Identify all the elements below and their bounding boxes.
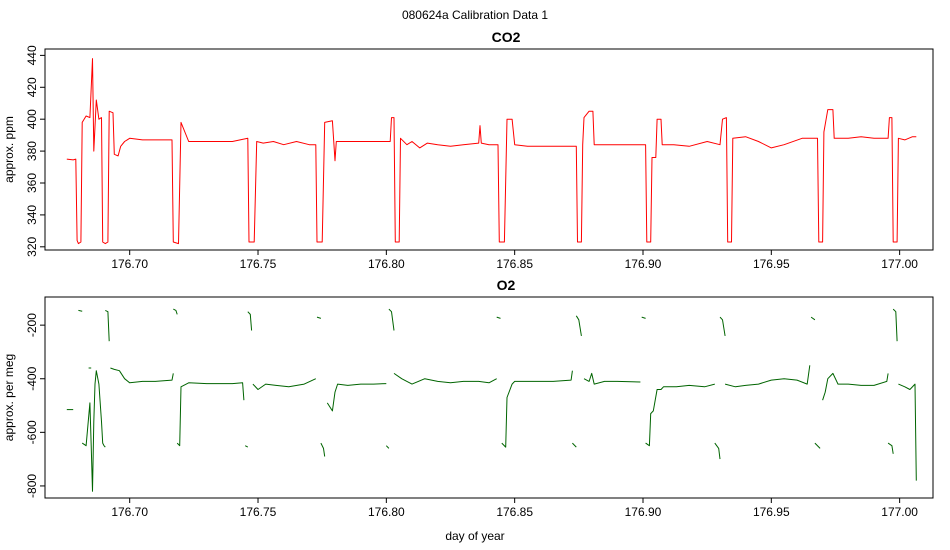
series-line-o2 bbox=[714, 442, 721, 460]
series-line-o2 bbox=[719, 316, 726, 336]
y-tick-label: -800 bbox=[25, 474, 39, 498]
series-line-co2 bbox=[66, 58, 917, 245]
series-line-o2 bbox=[496, 316, 501, 319]
x-tick-label: 177.00 bbox=[881, 505, 918, 519]
y-tick-label: -200 bbox=[25, 313, 39, 337]
series-line-o2 bbox=[385, 445, 390, 449]
series-line-o2 bbox=[814, 442, 821, 449]
series-line-o2 bbox=[81, 370, 106, 492]
x-tick-label: 176.75 bbox=[240, 257, 277, 271]
y-axis-label: approx. per meg bbox=[2, 354, 16, 441]
series-line-o2 bbox=[173, 308, 178, 315]
x-tick-label: 176.90 bbox=[625, 505, 662, 519]
series-line-o2 bbox=[898, 383, 917, 481]
figure-title: 080624a Calibration Data 1 bbox=[402, 8, 548, 22]
x-tick-label: 176.80 bbox=[368, 505, 405, 519]
panel-title: CO2 bbox=[492, 29, 521, 45]
panel-co2: CO2 approx. ppm 320 340 360 380 400 420 440 176.7… bbox=[2, 29, 934, 271]
series-line-o2 bbox=[641, 316, 646, 319]
y-axis-label: approx. ppm bbox=[2, 116, 16, 183]
series-line-o2 bbox=[388, 308, 395, 331]
panel-title: O2 bbox=[497, 277, 516, 293]
series-line-o2 bbox=[724, 365, 811, 388]
plot-frame bbox=[44, 296, 934, 499]
x-tick-label: 176.95 bbox=[753, 257, 790, 271]
x-tick-label: 176.70 bbox=[111, 257, 148, 271]
series-line-o2 bbox=[244, 445, 249, 448]
y-tick-label: 320 bbox=[25, 236, 39, 256]
plot-panels: CO2 approx. ppm 320 340 360 380 400 420 440 176.7… bbox=[2, 29, 934, 519]
x-tick-label: 176.85 bbox=[496, 257, 533, 271]
series-line-o2 bbox=[247, 311, 253, 331]
y-tick-label: 400 bbox=[25, 109, 39, 129]
series-line-o2 bbox=[393, 372, 497, 385]
series-line-o2 bbox=[110, 367, 174, 384]
series-line-o2 bbox=[501, 370, 573, 448]
x-tick-label: 176.95 bbox=[753, 505, 790, 519]
series-line-o2 bbox=[105, 309, 110, 342]
x-tick-label: 176.85 bbox=[496, 505, 533, 519]
x-tick-label: 176.75 bbox=[240, 505, 277, 519]
series-line-o2 bbox=[176, 382, 245, 447]
y-tick-label: 340 bbox=[25, 205, 39, 225]
series-line-o2 bbox=[887, 442, 894, 454]
series-line-o2 bbox=[583, 372, 641, 385]
series-line-o2 bbox=[892, 308, 898, 342]
series-line-o2 bbox=[822, 372, 889, 401]
x-tick-label: 176.70 bbox=[111, 505, 148, 519]
x-tick-label: 177.00 bbox=[881, 257, 918, 271]
series-line-o2 bbox=[810, 316, 816, 321]
x-axis-label: day of year bbox=[445, 529, 504, 543]
series-line-o2 bbox=[575, 315, 582, 336]
y-tick-label: -600 bbox=[25, 420, 39, 444]
y-tick-label: 420 bbox=[25, 77, 39, 97]
y-tick-label: 360 bbox=[25, 173, 39, 193]
series-line-o2 bbox=[78, 309, 83, 312]
series-line-o2 bbox=[316, 316, 322, 319]
plot-frame bbox=[44, 48, 934, 251]
series-line-o2 bbox=[326, 383, 387, 412]
series-line-o2 bbox=[320, 442, 326, 457]
panel-o2: O2 approx. per meg -800 -600 -400 -200 176.70 1… bbox=[2, 277, 934, 519]
y-tick-label: -400 bbox=[25, 366, 39, 390]
series-line-o2 bbox=[645, 383, 715, 447]
x-tick-label: 176.90 bbox=[625, 257, 662, 271]
series-line-o2 bbox=[252, 378, 317, 390]
y-tick-label: 440 bbox=[25, 45, 39, 65]
x-tick-label: 176.80 bbox=[368, 257, 405, 271]
series-line-o2 bbox=[572, 442, 577, 448]
y-tick-label: 380 bbox=[25, 141, 39, 161]
